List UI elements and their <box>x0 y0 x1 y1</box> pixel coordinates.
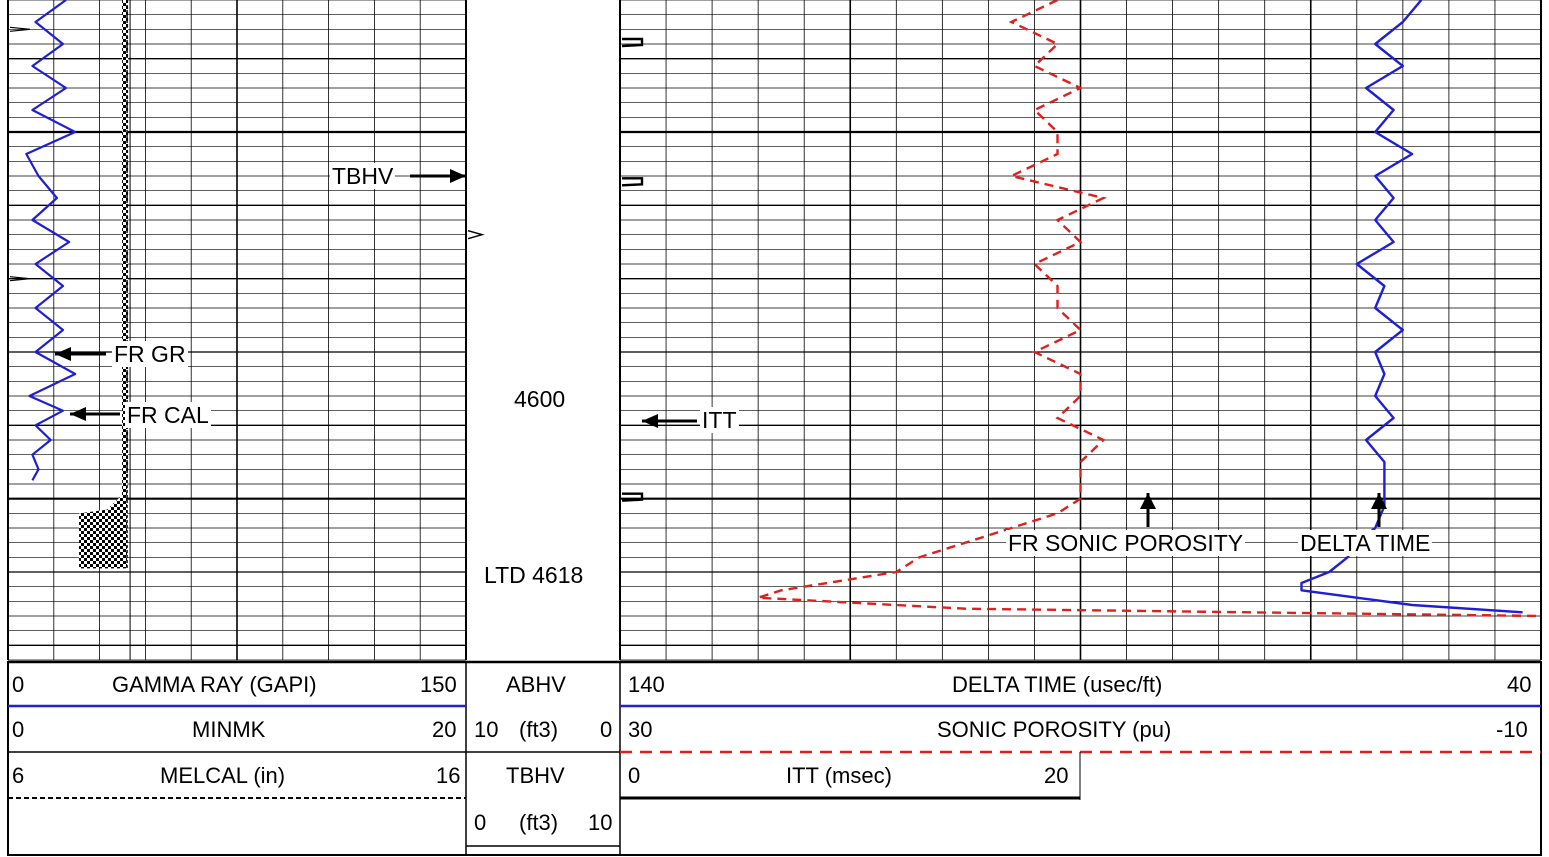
melcal-title: MELCAL (in) <box>160 763 286 788</box>
fr-gr-arrow-head <box>55 347 71 361</box>
caliper-track-fill <box>122 0 129 477</box>
delta-time-max: 40 <box>1507 672 1532 697</box>
melcal-max: 16 <box>436 763 461 788</box>
tbhv-arrow-head <box>450 169 466 183</box>
fr-gr-annotation: FR GR <box>112 341 188 367</box>
abhv-max: 0 <box>600 717 613 742</box>
track1-edge-tick <box>9 276 31 282</box>
tbhv-min: 0 <box>474 810 487 835</box>
minmk-title: MINMK <box>192 717 266 742</box>
abhv-min: 10 <box>474 717 499 742</box>
tbhv-unit: (ft3) <box>519 810 559 835</box>
itt-arrow-head <box>642 414 658 428</box>
itt-min: 0 <box>628 763 641 788</box>
caliper-bit-fill <box>79 476 128 569</box>
gamma-ray-max: 150 <box>420 672 457 697</box>
fr-cal-annotation: FR CAL <box>125 402 211 428</box>
abhv-title: ABHV <box>506 672 566 697</box>
ltd-label: LTD 4618 <box>482 562 586 588</box>
tbhv-max: 10 <box>588 810 613 835</box>
fr-sonic-porosity-arrow-head <box>1140 493 1156 509</box>
itt-tick <box>621 37 644 48</box>
tbhv-tick <box>467 229 485 240</box>
itt-title: ITT (msec) <box>786 763 892 788</box>
curve-layer <box>9 0 1542 660</box>
gamma-ray-curve <box>25 0 77 481</box>
itt-annotation: ITT <box>700 407 739 433</box>
gamma-ray-min: 0 <box>12 672 25 697</box>
track1-edge-tick <box>9 26 31 32</box>
itt-max: 20 <box>1044 763 1069 788</box>
minmk-min: 0 <box>12 717 25 742</box>
sonic-porosity-title: SONIC POROSITY (pu) <box>937 717 1172 742</box>
tbhv-title: TBHV <box>506 763 565 788</box>
fr-sonic-porosity-annotation: FR SONIC POROSITY <box>1006 530 1246 556</box>
delta-time-annotation: DELTA TIME <box>1298 530 1433 556</box>
delta-time-title: DELTA TIME (usec/ft) <box>952 672 1163 697</box>
delta-time-arrow-head <box>1371 493 1387 509</box>
sonic-porosity-curve <box>757 0 1542 618</box>
tbhv-annotation: TBHV <box>330 163 396 189</box>
header-lines <box>7 660 1542 856</box>
depth-label: 4600 <box>512 386 568 412</box>
delta-time-curve <box>1300 0 1523 614</box>
itt-tick <box>621 177 644 187</box>
sonic-porosity-min: 30 <box>628 717 653 742</box>
delta-time-min: 140 <box>628 672 665 697</box>
melcal-min: 6 <box>12 763 25 788</box>
gamma-ray-title: GAMMA RAY (GAPI) <box>112 672 317 697</box>
minmk-max: 20 <box>432 717 457 742</box>
itt-tick <box>621 492 644 502</box>
abhv-unit: (ft3) <box>519 717 559 742</box>
fr-cal-arrow-head <box>70 407 86 421</box>
arrow-layer <box>55 169 1387 527</box>
sonic-porosity-max: -10 <box>1496 717 1528 742</box>
